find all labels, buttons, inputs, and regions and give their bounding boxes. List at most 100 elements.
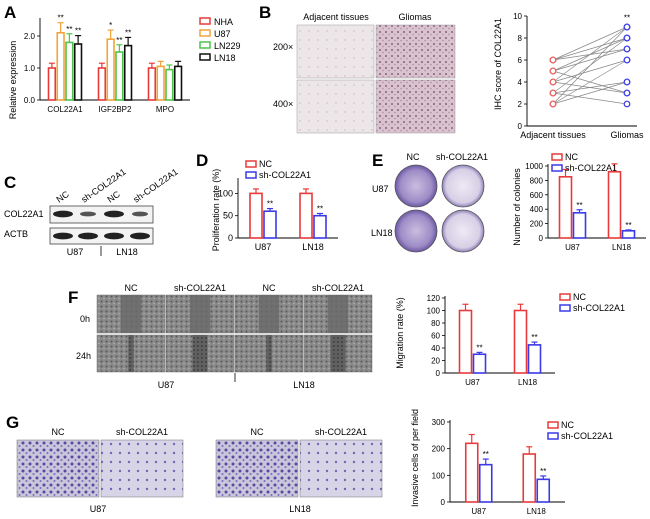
blot-label-col22a1: COL22A1 — [4, 209, 44, 219]
significance-mark: ** — [540, 467, 546, 476]
legend-swatch — [245, 171, 257, 179]
x-tick-label: LN18 — [612, 243, 632, 252]
ihc-image-adjacent-400x — [296, 79, 375, 134]
legend-label: NC — [259, 159, 272, 169]
panel-f-row2: 24h — [76, 351, 91, 361]
bar — [572, 212, 587, 239]
panel-letter-A: A — [4, 3, 16, 22]
y-tick-label: 10 — [513, 12, 522, 21]
wound-gap — [192, 335, 208, 372]
panel-g-cell-ln18: LN18 — [289, 504, 311, 514]
legend-swatch — [551, 164, 563, 172]
column-label: sh-COL22A1 — [116, 427, 168, 437]
point-glioma — [623, 89, 631, 97]
legend-swatch — [547, 432, 559, 440]
y-tick-label: 8 — [518, 34, 523, 43]
x-tick-label: IGF2BP2 — [99, 105, 132, 114]
column-label: NC — [263, 283, 276, 293]
panel-a: Relative expression 0.01.02.0**** **COL22… — [8, 14, 241, 120]
significance-mark: ** — [476, 343, 482, 352]
lane-label: NC — [105, 189, 122, 205]
legend-swatch-ln229 — [199, 41, 211, 49]
point-adjacent — [549, 89, 557, 97]
pair-line — [552, 81, 628, 105]
bar — [106, 38, 115, 101]
blot-cell-ln18: LN18 — [116, 247, 138, 257]
legend-swatch — [245, 160, 257, 168]
bar — [97, 67, 107, 101]
panel-letter-C: C — [4, 173, 16, 192]
pair-line — [552, 92, 628, 105]
panel-e: NC sh-COL22A1 U87 LN18 Number of colonie… — [371, 152, 646, 253]
y-tick-label: 50 — [223, 211, 233, 221]
wound-gap — [128, 335, 134, 372]
blot-band — [104, 232, 124, 240]
invasion-image — [299, 439, 383, 498]
bar — [607, 170, 622, 239]
colony-dish — [394, 164, 438, 208]
pair-line — [552, 37, 628, 94]
significance-mark: ** — [66, 25, 72, 34]
point-adjacent — [549, 100, 557, 108]
legend-swatch-nha — [199, 17, 211, 25]
colony-dish — [441, 209, 485, 253]
significance-mark: ** — [317, 204, 323, 213]
column-label: NC — [52, 427, 65, 437]
y-tick-label: 200 — [432, 445, 446, 454]
bar — [123, 44, 133, 101]
point-glioma — [623, 56, 631, 64]
panel-f-row1: 0h — [80, 314, 90, 324]
bar — [513, 309, 528, 374]
legend-swatch-ln18 — [199, 53, 211, 61]
significance-mark: ** — [624, 13, 630, 22]
y-tick-label: 100 — [432, 471, 446, 480]
bar — [478, 463, 493, 503]
colony-dish — [394, 209, 438, 253]
point-glioma — [623, 78, 631, 86]
bar — [115, 51, 124, 101]
y-tick-label: 0 — [228, 233, 233, 243]
x-tick-label: LN18 — [527, 507, 547, 516]
bar — [73, 43, 83, 101]
column-label: sh-COL22A1 — [174, 283, 226, 293]
y-tick-label: 60 — [431, 332, 440, 341]
y-tick-label: 300 — [432, 418, 446, 427]
legend-label: NC — [565, 152, 578, 162]
blot-bands — [53, 210, 150, 240]
bar — [299, 192, 313, 239]
point-glioma — [623, 34, 631, 42]
panel-letter-F: F — [68, 288, 78, 307]
bar — [313, 214, 327, 239]
significance-mark: ** — [125, 28, 131, 37]
pair-line — [552, 48, 628, 72]
y-tick-label: 0 — [441, 498, 446, 507]
legend-label: sh-COL22A1 — [573, 303, 625, 313]
y-tick-label: 0 — [539, 234, 544, 243]
x-tick-label: LN18 — [302, 242, 324, 252]
y-tick-label: 0 — [518, 122, 523, 131]
panel-a-plot: 0.01.02.0**** **COL22A1*****IGF2BP2 MPO — [24, 14, 190, 114]
significance-mark: ** — [267, 200, 273, 209]
panel-e-row2: LN18 — [371, 228, 393, 238]
panel-d-ylabel: Proliferation rate (%) — [211, 169, 221, 252]
bar — [464, 442, 479, 503]
blot-band — [53, 210, 73, 218]
blot-frame-col22a1 — [49, 205, 154, 224]
legend-swatch — [559, 304, 571, 312]
column-label: NC — [125, 283, 138, 293]
panel-letter-E: E — [372, 151, 383, 170]
y-tick-label: 0 — [436, 369, 441, 378]
panel-g-ylabel: Invasive cells of per field — [410, 409, 420, 507]
panel-b-col1: Adjacent tissues — [303, 12, 369, 22]
x-tick-label: Gliomas — [610, 130, 644, 140]
invasion-image — [100, 439, 184, 498]
blot-band — [80, 211, 96, 217]
x-tick-label: U87 — [471, 507, 486, 516]
panel-letter-G: G — [6, 413, 19, 432]
legend-swatch — [547, 421, 559, 429]
significance-mark: ** — [483, 450, 489, 459]
panel-b-row1: 200× — [273, 42, 293, 52]
pair-line — [552, 37, 628, 61]
bar — [147, 67, 157, 101]
